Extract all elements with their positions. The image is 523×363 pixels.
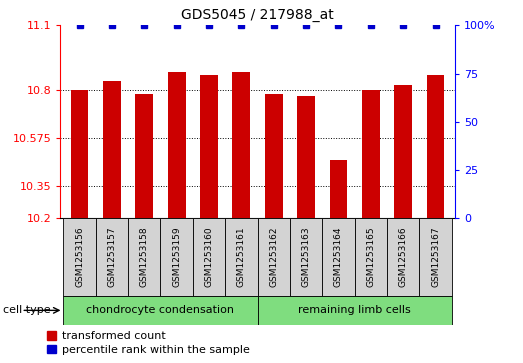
Bar	[71, 90, 88, 218]
Bar	[265, 94, 282, 218]
Bar	[362, 90, 380, 218]
Bar	[63, 218, 96, 296]
Bar	[96, 218, 128, 296]
Text: GSM1253161: GSM1253161	[237, 227, 246, 287]
Bar	[161, 218, 193, 296]
Bar	[193, 218, 225, 296]
Bar	[200, 74, 218, 218]
Bar	[257, 218, 290, 296]
Text: GSM1253160: GSM1253160	[204, 227, 213, 287]
Bar	[427, 74, 445, 218]
Text: remaining limb cells: remaining limb cells	[298, 305, 411, 315]
Text: GSM1253166: GSM1253166	[399, 227, 408, 287]
Bar	[257, 296, 452, 325]
Text: GSM1253163: GSM1253163	[302, 227, 311, 287]
Bar	[290, 218, 322, 296]
Bar	[322, 218, 355, 296]
Bar	[394, 85, 412, 218]
Text: GSM1253156: GSM1253156	[75, 227, 84, 287]
Text: GSM1253167: GSM1253167	[431, 227, 440, 287]
Title: GDS5045 / 217988_at: GDS5045 / 217988_at	[181, 8, 334, 22]
Bar	[135, 94, 153, 218]
Legend: transformed count, percentile rank within the sample: transformed count, percentile rank withi…	[48, 331, 249, 355]
Bar	[387, 218, 419, 296]
Bar	[329, 160, 347, 218]
Bar	[63, 296, 258, 325]
Text: GSM1253164: GSM1253164	[334, 227, 343, 287]
Text: GSM1253157: GSM1253157	[107, 227, 117, 287]
Text: chondrocyte condensation: chondrocyte condensation	[86, 305, 234, 315]
Text: GSM1253165: GSM1253165	[366, 227, 376, 287]
Bar	[233, 73, 251, 218]
Bar	[128, 218, 161, 296]
Bar	[355, 218, 387, 296]
Bar	[103, 81, 121, 218]
Bar	[297, 96, 315, 218]
Bar	[419, 218, 452, 296]
Bar	[225, 218, 258, 296]
Text: GSM1253159: GSM1253159	[172, 227, 181, 287]
Text: GSM1253158: GSM1253158	[140, 227, 149, 287]
Bar	[168, 73, 186, 218]
Text: GSM1253162: GSM1253162	[269, 227, 278, 287]
Text: cell type: cell type	[3, 305, 50, 315]
